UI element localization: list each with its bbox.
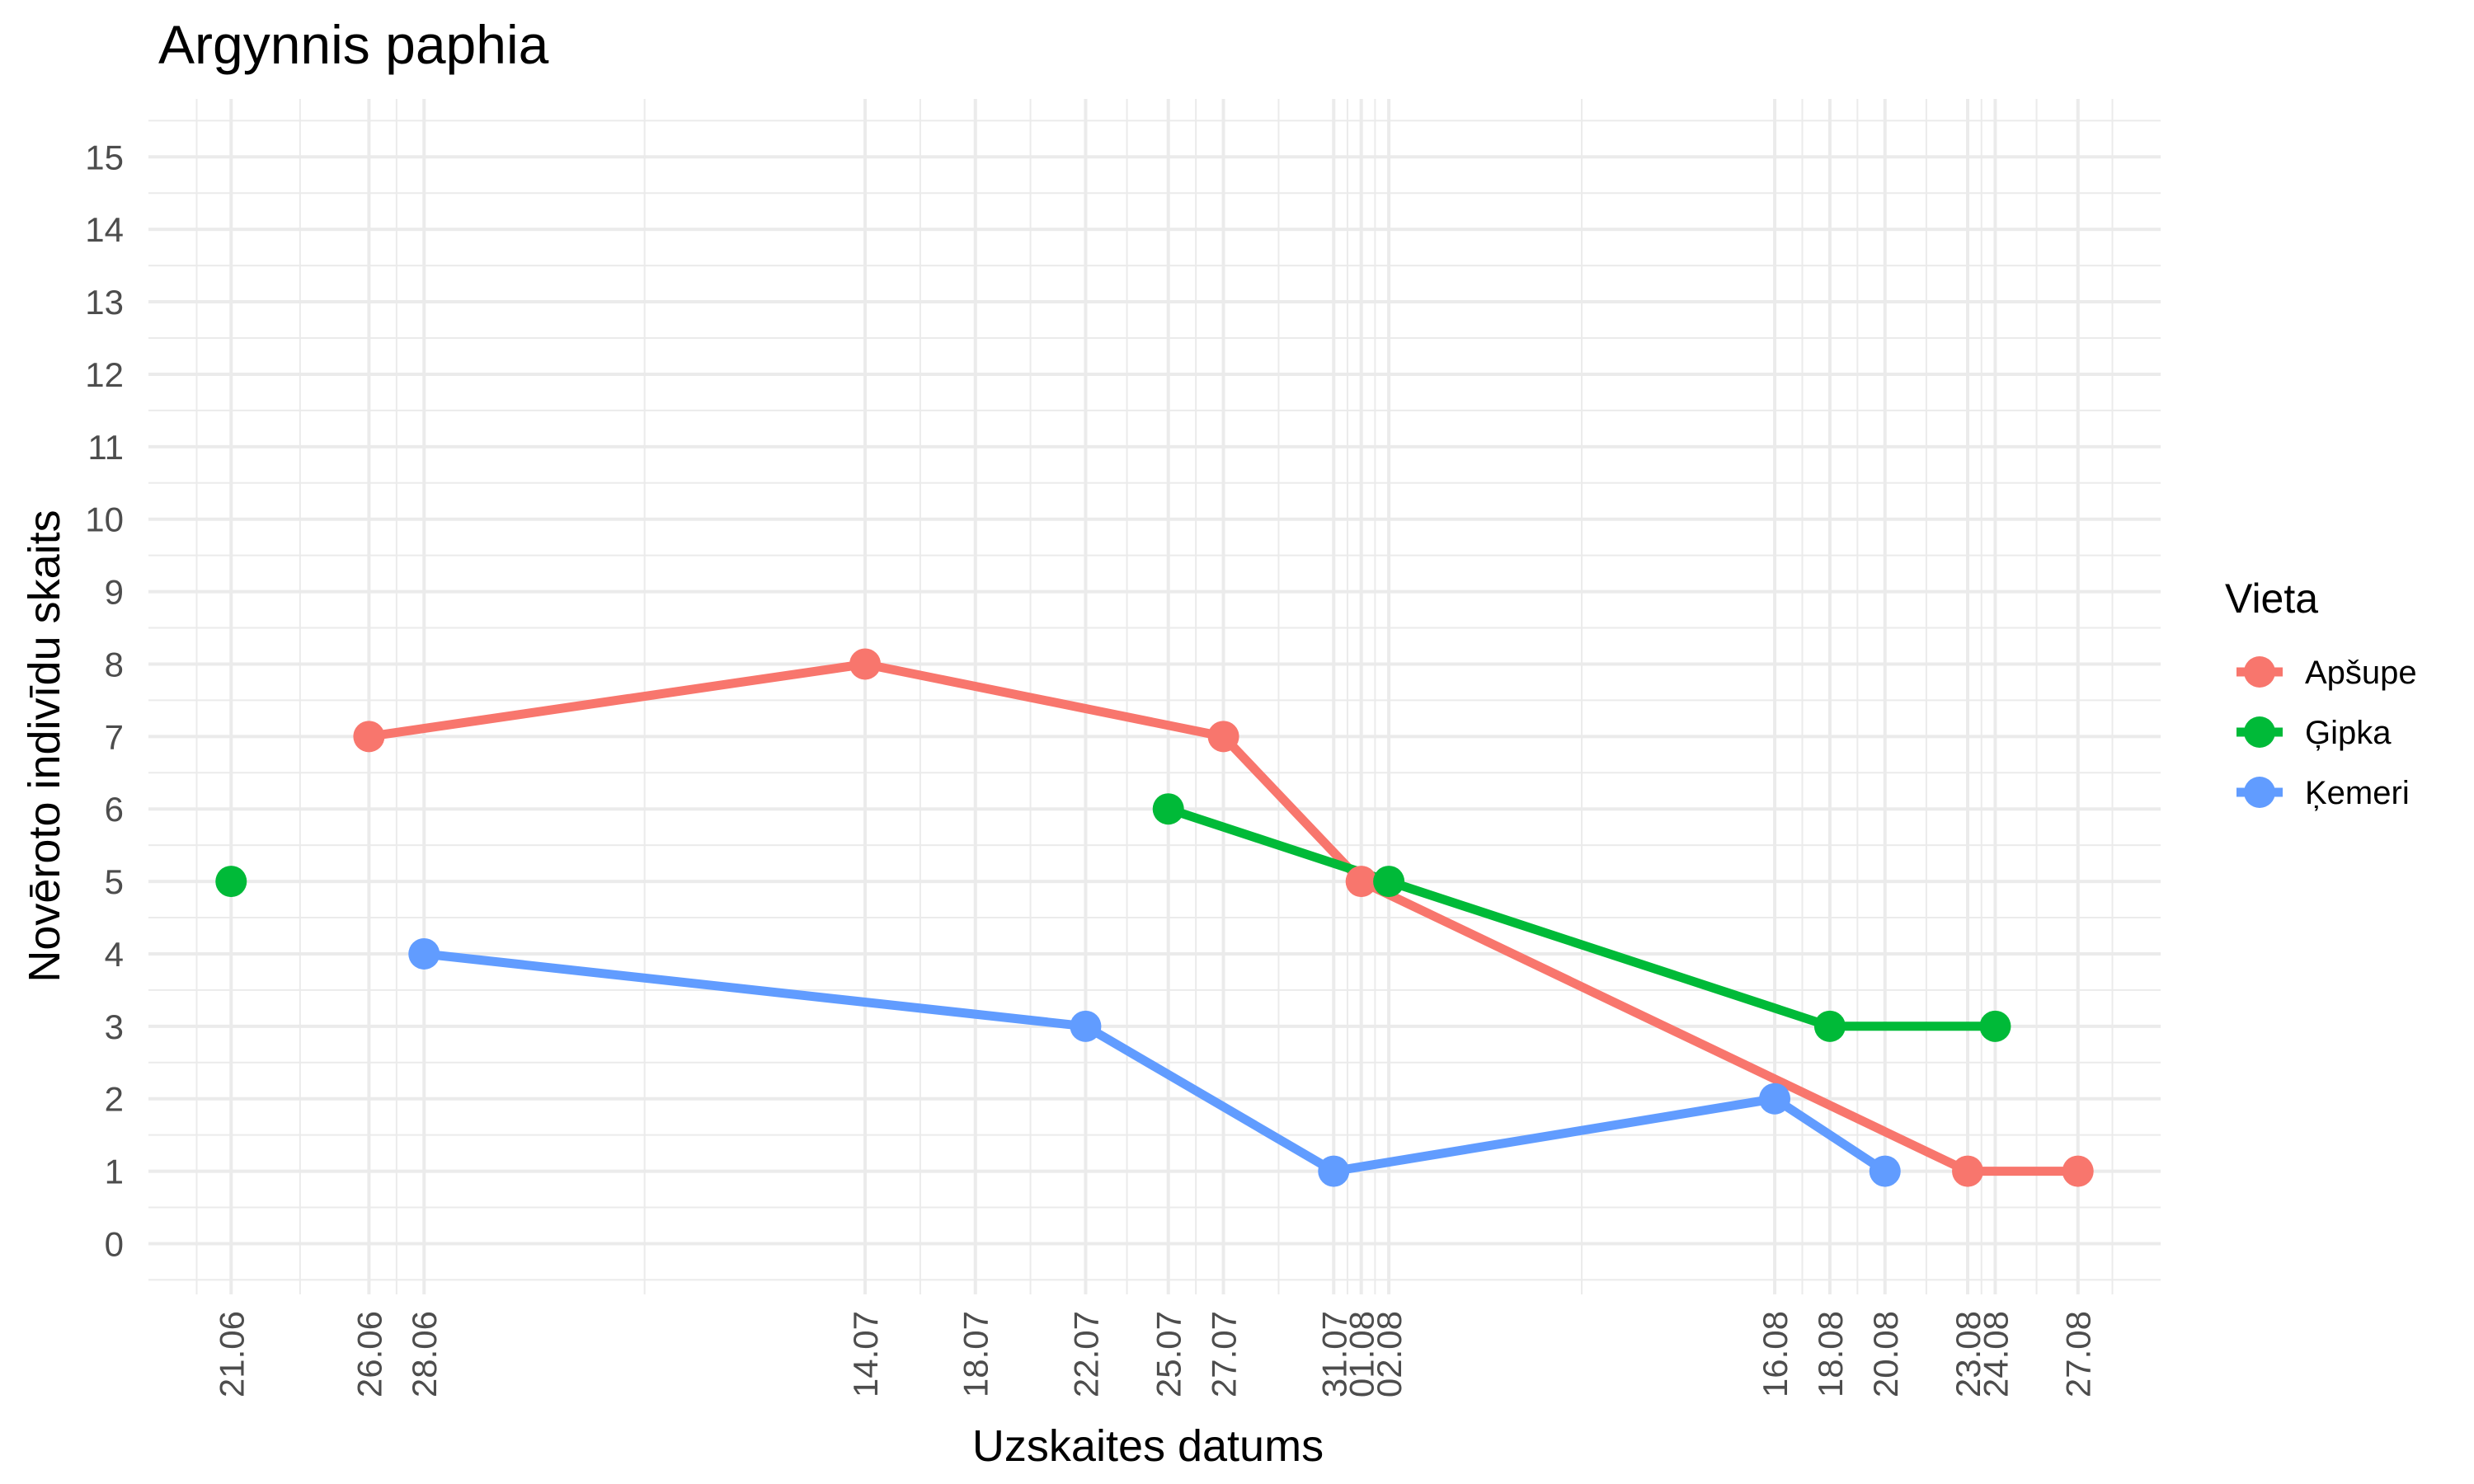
legend-title: Vieta [2225, 575, 2318, 622]
data-point [1070, 1010, 1102, 1042]
series-line [364, 660, 2083, 1176]
x-tick-label: 18.08 [1811, 1311, 1850, 1397]
data-point [353, 721, 385, 753]
x-tick-label: 21.06 [212, 1311, 251, 1397]
legend-marker [2244, 777, 2275, 808]
legend-marker [2244, 656, 2275, 688]
grid [148, 99, 2161, 1294]
x-tick-label: 27.07 [1205, 1311, 1244, 1397]
legend-label: Ķemeri [2305, 775, 2410, 811]
y-tick-label: 4 [105, 935, 124, 974]
x-tick-label: 14.07 [846, 1311, 885, 1397]
data-point [849, 648, 882, 680]
y-tick-label: 2 [105, 1080, 124, 1119]
x-tick-label: 23.08 [1949, 1311, 1987, 1397]
data-point [1869, 1155, 1901, 1187]
y-tick-label: 10 [85, 500, 124, 539]
data-point [2062, 1155, 2094, 1187]
legend-items: Apšupe Ģipka Ķemeri [2236, 655, 2417, 811]
data-point [1813, 1010, 1846, 1042]
x-tick-label: 20.08 [1866, 1311, 1905, 1397]
y-tick-label: 1 [105, 1153, 124, 1191]
x-tick-label: 18.07 [957, 1311, 995, 1397]
x-tick-label: 24.08 [1976, 1311, 2015, 1397]
y-axis-title: Novēroto indivīdu skaits [20, 510, 69, 982]
data-point [1345, 866, 1377, 898]
x-tick-label: 22.07 [1066, 1311, 1105, 1397]
y-tick-label: 12 [85, 355, 124, 394]
y-tick-label: 6 [105, 790, 124, 829]
data-point [408, 937, 440, 970]
data-point [1952, 1155, 1984, 1187]
x-tick-label: 02.08 [1370, 1311, 1409, 1397]
legend: Vieta Apšupe Ģipka Ķemeri [2225, 575, 2417, 811]
x-axis-ticks: 21.06 26.06 28.06 14.07 18.07 22.07 25.07 27.07… [212, 1311, 2097, 1397]
data-point [1152, 793, 1184, 825]
x-tick-label: 26.06 [350, 1311, 388, 1397]
y-tick-label: 14 [85, 210, 124, 249]
legend-label: Ģipka [2305, 715, 2392, 751]
data-point [1759, 1082, 1791, 1115]
y-tick-label: 7 [105, 717, 124, 756]
x-tick-label: 25.07 [1150, 1311, 1188, 1397]
x-tick-label: 16.08 [1756, 1311, 1794, 1397]
series-points [215, 648, 2094, 1187]
y-tick-label: 0 [105, 1224, 124, 1263]
y-tick-label: 11 [87, 428, 124, 467]
y-tick-label: 8 [105, 645, 124, 683]
legend-marker [2244, 716, 2275, 748]
x-tick-label: 28.06 [405, 1311, 444, 1397]
y-tick-label: 9 [105, 573, 124, 612]
series-line [1164, 804, 2000, 1031]
legend-label: Apšupe [2305, 655, 2417, 691]
chart-title: Argynnis paphia [158, 14, 549, 75]
x-tick-label: 01.08 [1343, 1311, 1381, 1397]
y-tick-label: 15 [85, 138, 124, 176]
y-tick-label: 13 [85, 283, 124, 322]
data-point [1318, 1155, 1350, 1187]
y-tick-label: 3 [105, 1007, 124, 1046]
x-tick-label: 27.08 [2059, 1311, 2098, 1397]
y-tick-label: 5 [105, 862, 124, 901]
data-point [1979, 1010, 2011, 1042]
data-point [215, 866, 247, 898]
data-point [1207, 721, 1239, 753]
data-point [1373, 866, 1405, 898]
x-axis-title: Uzskaites datums [972, 1421, 1324, 1471]
x-tick-label: 31.07 [1315, 1311, 1353, 1397]
